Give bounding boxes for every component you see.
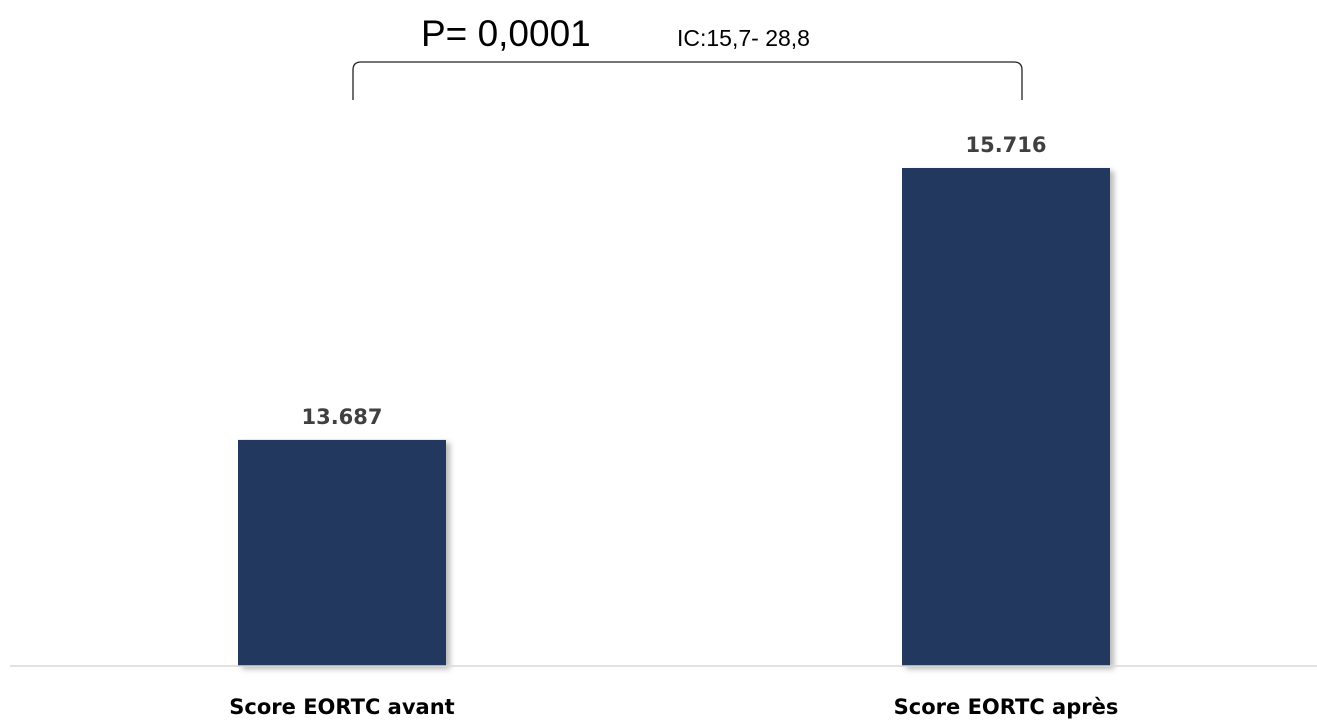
bar-avant <box>238 439 446 666</box>
significance-bracket <box>352 61 1023 100</box>
bars-group: 13.687 15.716 <box>238 133 1110 666</box>
confidence-interval-annotation: IC:15,7- 28,8 <box>677 25 810 51</box>
bar-apres <box>902 168 1110 666</box>
data-label-avant: 13.687 <box>301 405 382 429</box>
category-label-apres: Score EORTC après <box>894 695 1119 719</box>
category-label-avant: Score EORTC avant <box>229 695 454 719</box>
data-label-apres: 15.716 <box>965 133 1046 157</box>
category-labels: Score EORTC avant Score EORTC après <box>229 695 1118 719</box>
p-value-annotation: P= 0,0001 <box>421 13 591 54</box>
